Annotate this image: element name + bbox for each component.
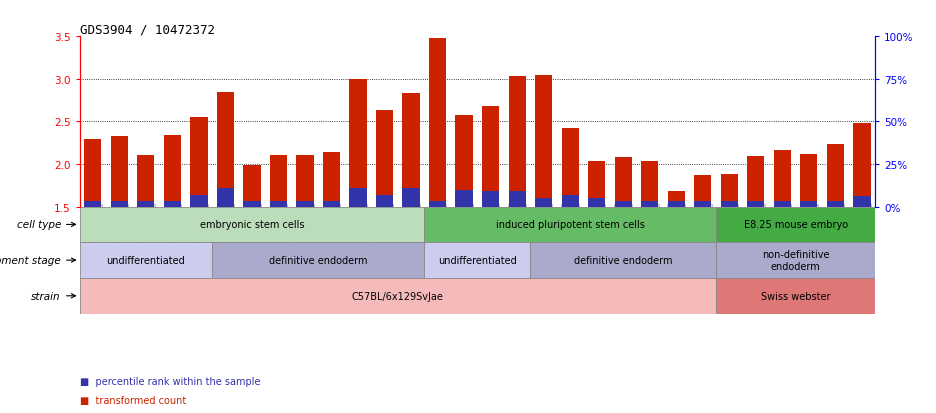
Bar <box>349 188 367 207</box>
Bar <box>641 161 658 202</box>
Bar <box>212 243 424 278</box>
Bar <box>84 202 101 207</box>
Bar <box>243 166 260 202</box>
Text: definitive endoderm: definitive endoderm <box>269 256 368 266</box>
Bar <box>297 202 314 207</box>
Bar <box>535 199 552 207</box>
Text: Swiss webster: Swiss webster <box>761 291 830 301</box>
Bar <box>562 195 578 207</box>
Bar <box>424 207 716 243</box>
Text: non-definitive
endoderm: non-definitive endoderm <box>762 249 829 272</box>
Bar <box>376 195 393 207</box>
Bar <box>800 202 817 207</box>
Bar <box>774 150 791 202</box>
Bar <box>217 188 234 207</box>
Bar <box>217 93 234 188</box>
Bar <box>774 202 791 207</box>
Text: induced pluripotent stem cells: induced pluripotent stem cells <box>496 220 645 230</box>
Text: undifferentiated: undifferentiated <box>107 256 185 266</box>
Bar <box>482 192 499 207</box>
Bar <box>531 243 716 278</box>
Bar <box>826 144 844 202</box>
Bar <box>80 243 212 278</box>
Bar <box>747 157 765 202</box>
Bar <box>695 176 711 202</box>
Bar <box>138 155 154 202</box>
Bar <box>721 175 738 202</box>
Bar <box>164 136 181 202</box>
Text: E8.25 mouse embryo: E8.25 mouse embryo <box>743 220 848 230</box>
Bar <box>456 116 473 190</box>
Bar <box>84 140 101 202</box>
Bar <box>508 192 526 207</box>
Bar <box>270 202 287 207</box>
Bar <box>535 76 552 199</box>
Bar <box>80 278 716 314</box>
Bar <box>402 188 419 207</box>
Bar <box>721 202 738 207</box>
Bar <box>402 94 419 188</box>
Bar <box>349 80 367 188</box>
Bar <box>562 129 578 195</box>
Bar <box>190 195 208 207</box>
Text: ■  transformed count: ■ transformed count <box>80 395 186 405</box>
Bar <box>716 243 875 278</box>
Bar <box>615 202 632 207</box>
Bar <box>270 156 287 202</box>
Text: definitive endoderm: definitive endoderm <box>574 256 672 266</box>
Bar <box>854 124 870 197</box>
Bar <box>716 207 875 243</box>
Text: cell type: cell type <box>17 220 76 230</box>
Text: ■  percentile rank within the sample: ■ percentile rank within the sample <box>80 376 260 386</box>
Bar <box>695 202 711 207</box>
Text: undifferentiated: undifferentiated <box>438 256 517 266</box>
Bar <box>482 107 499 192</box>
Bar <box>615 158 632 202</box>
Bar <box>323 202 340 207</box>
Bar <box>243 202 260 207</box>
Bar <box>747 202 765 207</box>
Bar <box>667 202 685 207</box>
Bar <box>588 161 606 199</box>
Bar <box>826 202 844 207</box>
Bar <box>323 153 340 202</box>
Bar <box>508 77 526 192</box>
Bar <box>138 202 154 207</box>
Bar <box>297 156 314 202</box>
Bar <box>800 154 817 202</box>
Text: strain: strain <box>32 291 76 301</box>
Bar <box>80 207 424 243</box>
Bar <box>429 202 446 207</box>
Bar <box>110 202 128 207</box>
Bar <box>667 192 685 202</box>
Text: development stage: development stage <box>0 256 76 266</box>
Bar <box>376 111 393 195</box>
Text: embryonic stem cells: embryonic stem cells <box>199 220 304 230</box>
Bar <box>641 202 658 207</box>
Bar <box>424 243 531 278</box>
Bar <box>456 190 473 207</box>
Bar <box>110 137 128 202</box>
Bar <box>190 118 208 195</box>
Text: C57BL/6x129SvJae: C57BL/6x129SvJae <box>352 291 444 301</box>
Bar <box>429 39 446 202</box>
Bar <box>588 199 606 207</box>
Text: GDS3904 / 10472372: GDS3904 / 10472372 <box>80 23 214 36</box>
Bar <box>164 202 181 207</box>
Bar <box>716 278 875 314</box>
Bar <box>854 197 870 207</box>
